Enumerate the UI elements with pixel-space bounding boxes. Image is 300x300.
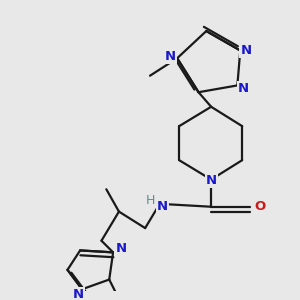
Text: H: H	[145, 194, 155, 207]
Text: N: N	[115, 242, 126, 255]
Text: N: N	[165, 50, 176, 63]
Text: N: N	[157, 200, 168, 213]
Text: O: O	[254, 200, 265, 213]
Text: N: N	[241, 44, 252, 57]
Text: N: N	[238, 82, 249, 95]
Text: N: N	[73, 288, 84, 300]
Text: N: N	[206, 174, 217, 187]
